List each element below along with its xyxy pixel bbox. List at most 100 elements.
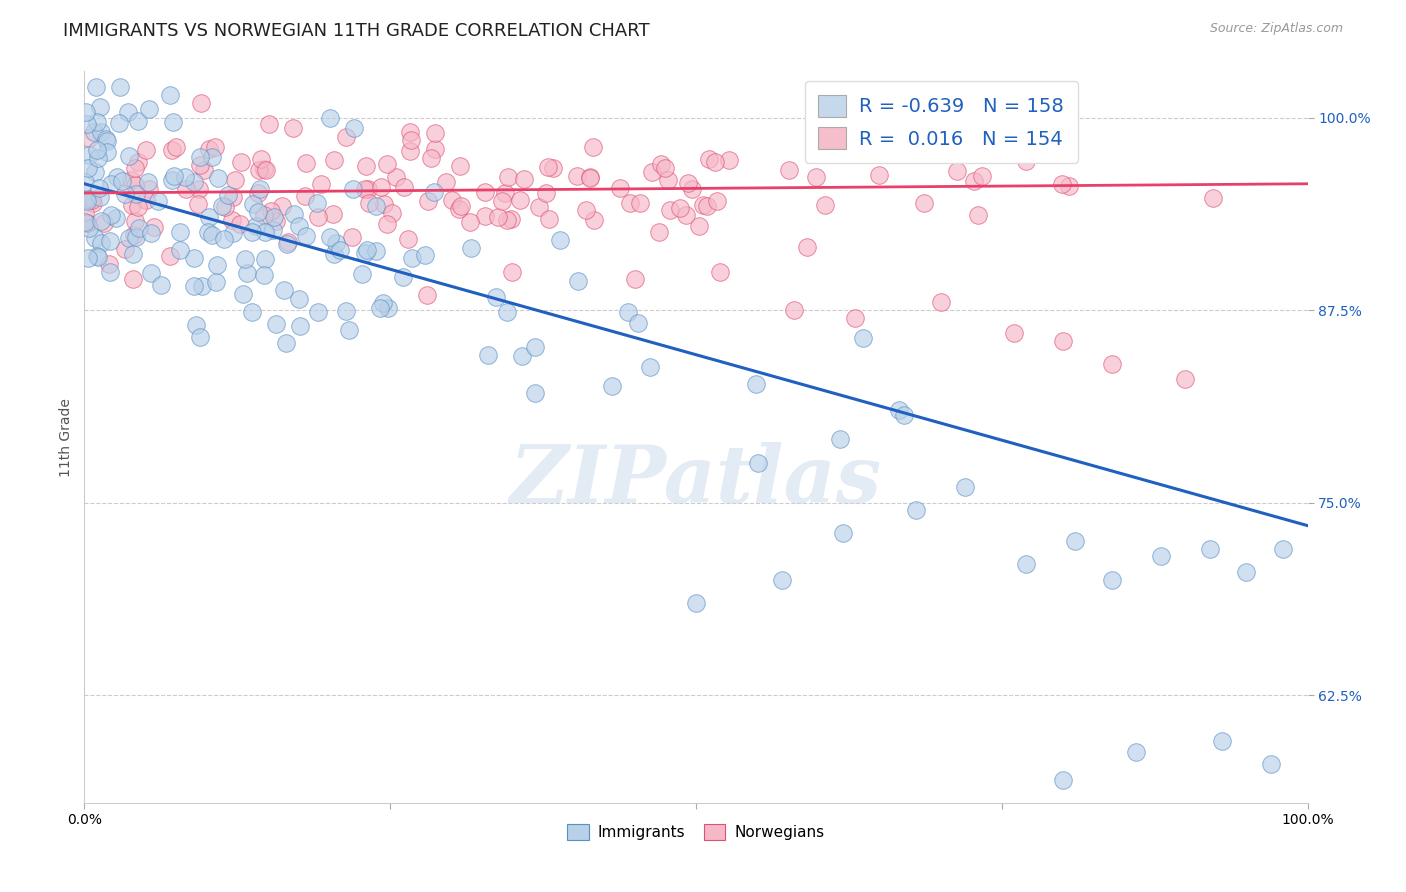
Point xyxy=(638,360,661,375)
Point xyxy=(98,234,121,248)
Point xyxy=(676,176,699,190)
Point xyxy=(84,79,107,94)
Point xyxy=(1057,179,1080,194)
Point xyxy=(1236,565,1258,579)
Point xyxy=(183,279,205,293)
Point xyxy=(366,198,388,212)
Point xyxy=(108,79,131,94)
Point xyxy=(502,264,524,278)
Point xyxy=(972,169,994,183)
Point xyxy=(582,213,605,227)
Point xyxy=(420,151,443,165)
Point xyxy=(434,175,457,189)
Point xyxy=(138,102,160,116)
Point xyxy=(122,272,145,286)
Point xyxy=(814,197,837,211)
Point xyxy=(90,125,112,139)
Point xyxy=(190,150,212,164)
Point xyxy=(118,231,141,245)
Point xyxy=(224,172,246,186)
Point xyxy=(276,235,298,250)
Point xyxy=(844,310,866,325)
Point xyxy=(118,148,141,162)
Point xyxy=(425,142,447,156)
Point xyxy=(385,169,408,184)
Point xyxy=(659,202,682,217)
Point xyxy=(626,316,648,330)
Point xyxy=(139,227,162,241)
Point xyxy=(770,573,793,587)
Point xyxy=(477,348,499,362)
Point xyxy=(294,188,316,202)
Point xyxy=(681,182,703,196)
Point xyxy=(266,214,288,228)
Point xyxy=(447,202,470,216)
Point xyxy=(128,221,150,235)
Point xyxy=(1015,154,1038,169)
Point xyxy=(73,175,96,189)
Point xyxy=(494,186,516,200)
Point xyxy=(537,161,560,175)
Text: IMMIGRANTS VS NORWEGIAN 11TH GRADE CORRELATION CHART: IMMIGRANTS VS NORWEGIAN 11TH GRADE CORRE… xyxy=(63,22,650,40)
Point xyxy=(236,267,259,281)
Point xyxy=(204,139,226,153)
Point xyxy=(609,180,631,194)
Point xyxy=(305,195,328,210)
Point xyxy=(309,177,332,191)
Point xyxy=(174,182,197,196)
Point xyxy=(692,198,714,212)
Point xyxy=(201,228,224,243)
Point xyxy=(371,296,394,310)
Point xyxy=(117,104,139,119)
Point xyxy=(188,158,211,172)
Point xyxy=(246,186,269,200)
Point xyxy=(529,200,551,214)
Point xyxy=(86,151,108,165)
Point xyxy=(246,205,269,219)
Point xyxy=(76,118,98,132)
Point xyxy=(650,157,672,171)
Point xyxy=(250,152,273,166)
Point xyxy=(449,159,471,173)
Point xyxy=(509,194,531,208)
Point xyxy=(1052,177,1074,191)
Point xyxy=(187,197,209,211)
Point xyxy=(474,209,496,223)
Point xyxy=(704,155,727,169)
Point xyxy=(905,503,928,517)
Point xyxy=(617,305,640,319)
Point xyxy=(747,456,769,470)
Point xyxy=(460,241,482,255)
Point xyxy=(159,249,181,263)
Point xyxy=(82,196,104,211)
Point xyxy=(499,212,522,227)
Point xyxy=(240,305,263,319)
Point xyxy=(89,100,111,114)
Point xyxy=(139,267,162,281)
Point xyxy=(575,202,598,217)
Point xyxy=(105,169,128,184)
Point xyxy=(1052,334,1074,348)
Point xyxy=(329,243,352,257)
Point xyxy=(373,197,395,211)
Point xyxy=(357,195,380,210)
Point xyxy=(159,88,181,103)
Point xyxy=(706,194,728,208)
Point xyxy=(657,172,679,186)
Point xyxy=(217,188,239,202)
Point xyxy=(160,143,183,157)
Point xyxy=(162,169,184,184)
Point xyxy=(273,283,295,297)
Point xyxy=(283,207,305,221)
Point xyxy=(76,194,98,209)
Point xyxy=(536,186,558,200)
Point xyxy=(709,264,731,278)
Point xyxy=(90,236,112,251)
Point xyxy=(169,225,191,239)
Point xyxy=(263,210,285,224)
Point xyxy=(262,223,284,237)
Point xyxy=(79,220,101,235)
Point xyxy=(399,125,422,139)
Point xyxy=(984,120,1007,135)
Point xyxy=(127,155,149,169)
